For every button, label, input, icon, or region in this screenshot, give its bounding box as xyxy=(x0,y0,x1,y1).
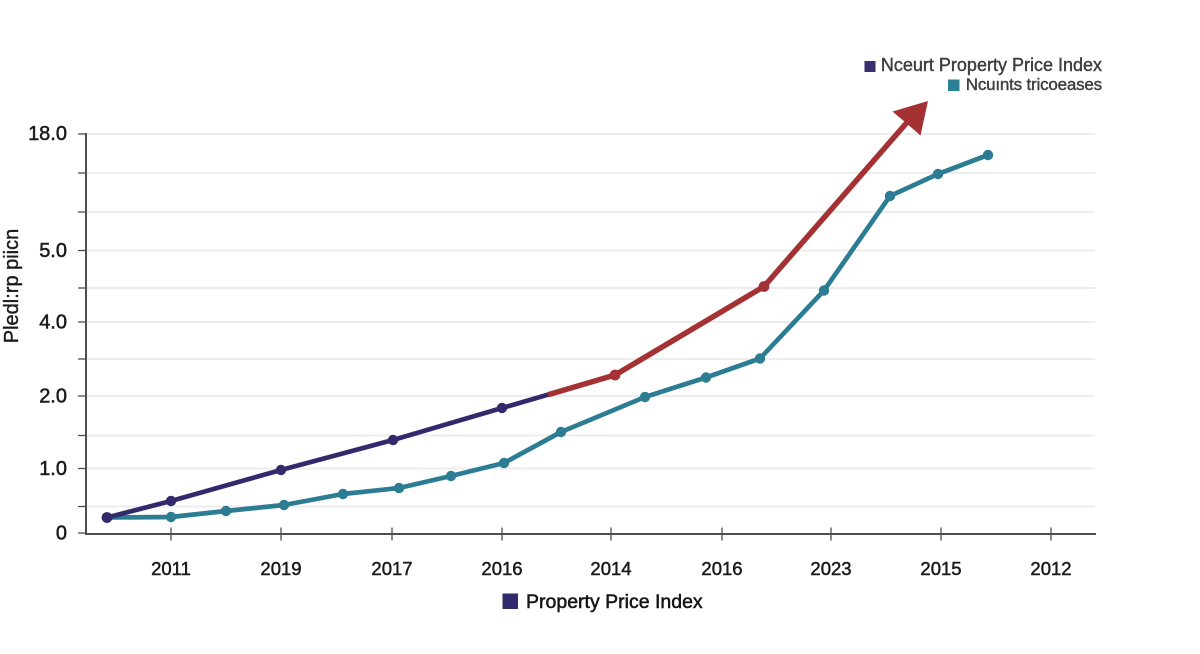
svg-text:2014: 2014 xyxy=(590,558,631,579)
svg-text:0: 0 xyxy=(56,523,67,545)
svg-text:2012: 2012 xyxy=(1030,558,1071,579)
svg-text:2011: 2011 xyxy=(151,558,191,579)
svg-text:2019: 2019 xyxy=(260,558,301,579)
svg-text:Nceurt Property Price Index: Nceurt Property Price Index xyxy=(881,55,1102,75)
svg-text:5.0: 5.0 xyxy=(39,240,67,262)
svg-text:Ncuınts tricoeases: Ncuınts tricoeases xyxy=(966,75,1102,94)
svg-text:2016: 2016 xyxy=(701,558,742,579)
svg-text:Pledl:rp piicn: Pledl:rp piicn xyxy=(1,229,23,344)
svg-text:18.0: 18.0 xyxy=(28,123,67,145)
svg-text:4.0: 4.0 xyxy=(39,312,67,334)
svg-text:2016: 2016 xyxy=(481,558,522,579)
svg-text:1.0: 1.0 xyxy=(39,458,67,480)
svg-text:2017: 2017 xyxy=(371,558,412,579)
svg-text:2023: 2023 xyxy=(810,558,851,579)
svg-text:2.0: 2.0 xyxy=(39,386,67,408)
svg-text:Property Price Index: Property Price Index xyxy=(526,591,703,613)
svg-text:2015: 2015 xyxy=(920,558,961,579)
